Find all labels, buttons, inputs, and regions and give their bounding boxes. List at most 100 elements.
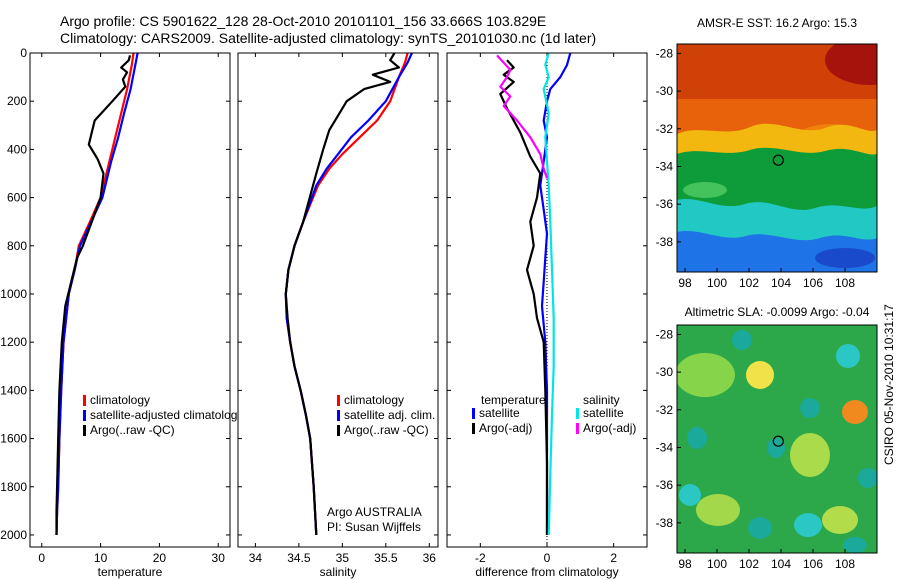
- sla-light-green-blob-2: [790, 433, 830, 477]
- sst-map-frame: [676, 43, 878, 273]
- diff-xlabel: difference from climatology: [475, 565, 618, 579]
- temp-ytick-label: 400: [7, 142, 27, 156]
- sla-light-green-blob-3: [696, 494, 740, 526]
- diff-legend-sal-1-label: Argo(-adj): [583, 421, 636, 435]
- diff-legend-temperature-title: temperature: [481, 393, 546, 407]
- sal-plot-area: [238, 53, 438, 547]
- sst-axes-xtick-label: 106: [803, 276, 823, 290]
- sla-yellow-blob-1: [746, 361, 774, 389]
- diff-legend-sal-0-label: satellite: [583, 406, 624, 420]
- temp-ytick-label: 1600: [0, 432, 27, 446]
- sal-frame: [237, 52, 439, 548]
- sal-legend-1-label: satellite adj. clim.: [344, 408, 435, 422]
- temperature-panel: 0 200 400 600 800 1000 1200 1400 1600 1800 2000 0 10…: [0, 46, 243, 579]
- sla-axes-xtick-label: 108: [835, 557, 855, 571]
- sal-xtick-label: 34: [249, 551, 263, 565]
- sla-axes-ytick-label: -34: [656, 440, 674, 454]
- sla-orange-blob: [842, 400, 868, 424]
- sst-axes-ytick-label: -32: [656, 122, 674, 136]
- csiro-timestamp-label: CSIRO 05-Nov-2010 10:31:17: [882, 304, 896, 465]
- sst-map-title: AMSR-E SST: 16.2 Argo: 15.3: [697, 16, 857, 30]
- temp-ytick-label: 1800: [0, 480, 27, 494]
- sla-axes-ytick-label: -38: [656, 516, 674, 530]
- sal-legend-1-swatch: [337, 410, 340, 421]
- sla-light-green-blob-1: [677, 353, 735, 397]
- sla-yellow-blob-2: [822, 506, 858, 534]
- sst-axes-xtick-label: 104: [771, 276, 791, 290]
- sal-series-2: [284, 52, 400, 536]
- diff-xtick-label: 0: [544, 551, 551, 565]
- temp-ytick-label: 200: [7, 94, 27, 108]
- temp-legend-1-label: satellite-adjusted climatology: [90, 408, 243, 422]
- temp-legend-2-label: Argo(..raw -QC): [90, 423, 175, 437]
- sst-axes-xtick-label: 98: [678, 276, 692, 290]
- diff-frame: [446, 52, 648, 548]
- temp-ytick-label: 1200: [0, 335, 27, 349]
- sst-cold-blob: [815, 248, 875, 268]
- sla-axes-xtick-label: 106: [803, 557, 823, 571]
- temp-xtick-label: 0: [38, 551, 45, 565]
- temp-ytick-label: 800: [7, 239, 27, 253]
- sla-map-panel: Altimetric SLA: -0.0099 Argo: -0.04: [656, 305, 878, 571]
- diff-xtick-label: 2: [610, 551, 617, 565]
- sst-axes-ytick-label: -34: [656, 159, 674, 173]
- sla-teal-eddy-10: [843, 537, 867, 553]
- sla-teal-eddy-5: [767, 438, 785, 458]
- sal-legend-0-swatch: [337, 395, 340, 406]
- sst-axes-ytick-label: -36: [656, 197, 674, 211]
- sla-axes-xtick-label: 98: [678, 557, 692, 571]
- temp-legend-1-swatch: [83, 410, 86, 421]
- temp-ytick-label: 1400: [0, 383, 27, 397]
- temp-xtick-label: 20: [153, 551, 167, 565]
- sla-teal-eddy-7: [748, 517, 772, 539]
- temp-ytick-label: 2000: [0, 528, 27, 542]
- sal-legend-0-label: climatology: [344, 393, 404, 407]
- sla-map-title: Altimetric SLA: -0.0099 Argo: -0.04: [685, 305, 870, 319]
- sla-axes-ytick-label: -36: [656, 478, 674, 492]
- temp-legend-0-swatch: [83, 395, 86, 406]
- sla-axes-xtick-label: 102: [739, 557, 759, 571]
- diff-series-2: [542, 52, 555, 536]
- temp-ytick-label: 600: [7, 191, 27, 205]
- temp-series-2: [55, 55, 132, 535]
- sla-teal-eddy-6: [679, 484, 701, 506]
- sla-teal-eddy-1: [732, 330, 752, 350]
- diff-legend-temp-1-label: Argo(-adj): [479, 421, 532, 435]
- sal-xtick-label: 36: [423, 551, 437, 565]
- diff-series-0: [539, 52, 572, 535]
- diff-legend-sal-1-swatch: [576, 423, 579, 434]
- sla-teal-eddy-4: [800, 398, 820, 418]
- sal-legend-2-swatch: [337, 425, 340, 436]
- sal-xtick-label: 34.5: [287, 551, 311, 565]
- temp-ytick-label: 1000: [0, 287, 27, 301]
- sal-xtick-label: 35: [336, 551, 350, 565]
- sst-axes-xtick-label: 102: [739, 276, 759, 290]
- diff-legend-temp-0-label: satellite: [479, 406, 520, 420]
- sla-teal-eddy-8: [794, 513, 822, 537]
- temp-series-1: [55, 52, 139, 536]
- sst-axes-xtick-label: 100: [707, 276, 727, 290]
- diff-legend-temp-0-swatch: [472, 408, 475, 419]
- temp-xlabel: temperature: [98, 565, 163, 579]
- diff-xtick-label: -2: [475, 551, 486, 565]
- sst-axes-ytick-label: -38: [656, 235, 674, 249]
- sla-axes-xtick-label: 104: [771, 557, 791, 571]
- sst-map-panel: AMSR-E SST: 16.2 Argo: 15.3 98 100 102 104 1…: [656, 16, 878, 290]
- temp-xtick-label: 30: [212, 551, 226, 565]
- sla-axes-ytick-label: -28: [656, 327, 674, 341]
- sal-annotation-1: PI: Susan Wijffels: [327, 520, 421, 534]
- sla-teal-eddy-2: [836, 344, 860, 368]
- sst-light-green-blob: [683, 182, 727, 198]
- sst-map-axes: 98 100 102 104 106 108 -28 -30 -32 -34 -36 -38: [656, 46, 856, 290]
- diff-series-1: [499, 59, 549, 535]
- sst-axes-xtick-label: 108: [835, 276, 855, 290]
- sal-legend-2-label: Argo(..raw -QC): [344, 423, 429, 437]
- sla-axes-ytick-label: -32: [656, 403, 674, 417]
- sla-argo-position-marker: [772, 435, 784, 447]
- figure-title-line1: Argo profile: CS 5901622_128 28-Oct-2010…: [60, 13, 546, 29]
- diff-legend-temp-1-swatch: [472, 423, 475, 434]
- sla-axes-ytick-label: -30: [656, 365, 674, 379]
